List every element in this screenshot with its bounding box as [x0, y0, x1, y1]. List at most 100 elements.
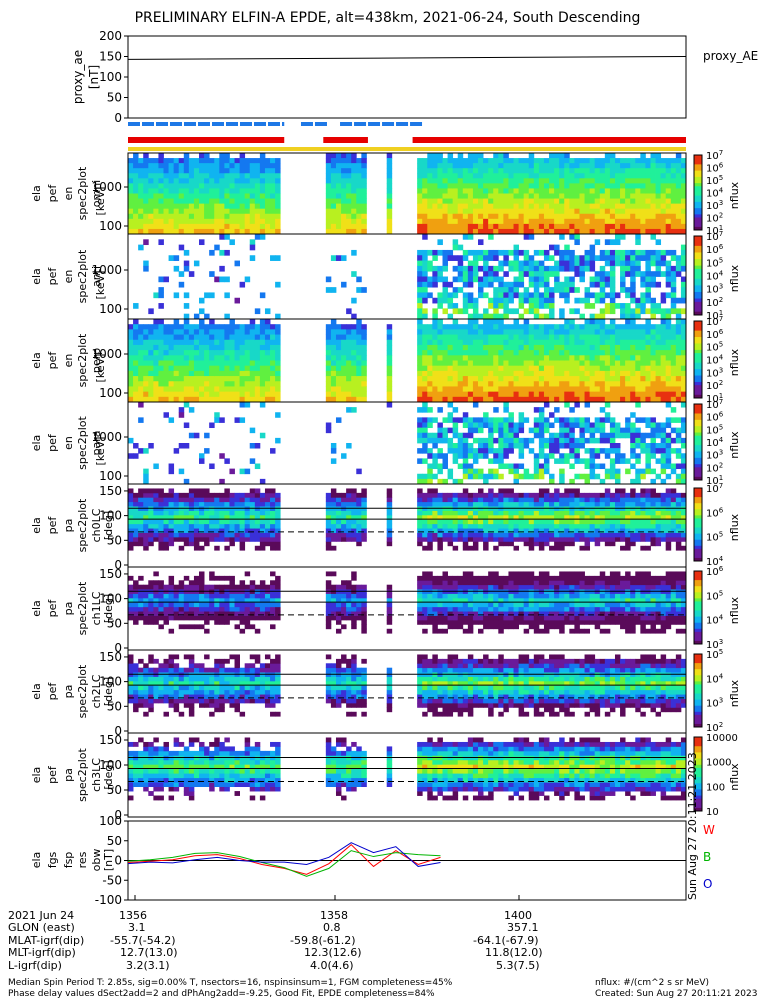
spectrogram-cell [128, 370, 134, 377]
spectrogram-cell [417, 163, 423, 169]
spectrogram-cell [437, 422, 443, 429]
spectrogram-cell [148, 519, 154, 525]
spectrogram-cell [224, 488, 230, 494]
spectrogram-cell [660, 193, 667, 199]
spectrogram-cell [432, 417, 438, 423]
spectrogram-cell [559, 432, 565, 439]
spectrogram-cell [249, 519, 256, 525]
spectrogram-cell [437, 183, 443, 189]
spectrogram-cell [351, 313, 357, 320]
spectrogram-cell [478, 350, 484, 356]
spectrogram-cell [518, 188, 525, 194]
spectrogram-cell [538, 448, 545, 454]
spectrogram-cell [163, 178, 169, 184]
colorbar-label: 105 [706, 423, 723, 436]
spectrogram-cell [417, 173, 423, 179]
spectrogram-cell [168, 193, 175, 199]
spectrogram-cell [503, 228, 509, 235]
spectrogram-cell [234, 339, 240, 346]
spectrogram-cell [346, 208, 352, 215]
spectrogram-cell [219, 365, 225, 372]
spectrogram-cell [645, 360, 651, 367]
spectrogram-cell [128, 324, 134, 330]
spectrogram-cell [229, 528, 235, 533]
spectrogram-cell [462, 218, 469, 225]
spectrogram-cell [564, 265, 570, 272]
spectrogram-cell [244, 228, 251, 235]
spectrogram-cell [538, 422, 545, 429]
spectrogram-cell [178, 370, 185, 377]
spectrogram-cell [432, 153, 438, 159]
colorbar-swatch [694, 201, 702, 206]
spectrogram-cell [361, 386, 367, 393]
spectrogram-cell [574, 417, 580, 423]
spectrogram-cell [183, 249, 190, 256]
spectrogram-cell [432, 458, 438, 464]
spectrogram-cell [518, 528, 525, 533]
spectrogram-cell [330, 365, 337, 372]
spectrogram-cell [234, 417, 240, 423]
spectrogram-cell [447, 510, 454, 516]
spectrogram-cell [188, 386, 195, 393]
spectrogram-cell [564, 417, 570, 423]
spectrogram-cell [655, 324, 662, 330]
spectrogram-cell [325, 501, 332, 507]
spectrogram-cell [467, 497, 474, 503]
spectrogram-cell [457, 501, 464, 507]
spectrogram-cell [549, 334, 555, 341]
spectrogram-cell [138, 244, 144, 251]
spectrogram-cell [549, 355, 555, 361]
spectrogram-cell [467, 463, 474, 470]
spectrogram-cell [335, 208, 342, 215]
spectrogram-cell [457, 370, 464, 377]
spectrogram-cell [427, 501, 433, 507]
spectrogram-cell [386, 168, 393, 174]
spectrogram-cell [670, 334, 677, 341]
colorbar-swatch [694, 288, 702, 293]
spectrogram-cell [447, 536, 454, 542]
spectrogram-cell [645, 228, 651, 235]
spectrogram-cell [422, 213, 428, 220]
spectrogram-cell [457, 223, 464, 230]
spectrogram-cell [645, 468, 651, 475]
spectrogram-cell [498, 265, 504, 272]
spectrogram-cell [574, 308, 580, 315]
spectrogram-cell [478, 223, 484, 230]
spectrogram-cell [188, 193, 195, 199]
spectrogram-cell [427, 376, 433, 382]
colorbar-swatch [694, 262, 702, 267]
spectrogram-cell [128, 198, 134, 205]
spectrogram-cell [259, 350, 266, 356]
spectrogram-cell [630, 427, 636, 434]
spectrogram-cell [452, 203, 459, 210]
spectrogram-cell [427, 249, 433, 256]
spectrogram-cell [422, 255, 428, 261]
spectrogram-cell [432, 519, 438, 525]
spectrogram-cell [488, 370, 494, 377]
spectrogram-cell [599, 344, 606, 351]
spectrogram-cell [341, 391, 347, 398]
spectrogram-cell [614, 213, 621, 220]
spectrogram-cell [224, 545, 230, 551]
spectrogram-cell [270, 178, 276, 184]
spectrogram-cell [543, 183, 550, 189]
spectrogram-cell [680, 188, 687, 194]
spectrogram-cell [503, 365, 509, 372]
spectrogram-cell [462, 412, 469, 418]
spectrogram-cell [665, 223, 672, 230]
spectrogram-cell [229, 355, 235, 361]
spectrogram-cell [559, 437, 565, 444]
spectrogram-cell [234, 519, 240, 525]
spectrogram-cell [493, 458, 499, 464]
spectrogram-cell [625, 158, 631, 164]
spectrogram-cell [188, 365, 195, 372]
spectrogram-cell [138, 334, 144, 341]
spectrogram-cell [239, 541, 246, 547]
spectrogram-cell [508, 443, 514, 449]
spectrogram-cell [620, 163, 626, 169]
spectrogram-cell [432, 324, 438, 330]
spectrogram-cell [330, 523, 337, 529]
spectrogram-cell [447, 208, 454, 215]
spectrogram-cell [214, 412, 220, 418]
spectrogram-cell [437, 528, 443, 533]
